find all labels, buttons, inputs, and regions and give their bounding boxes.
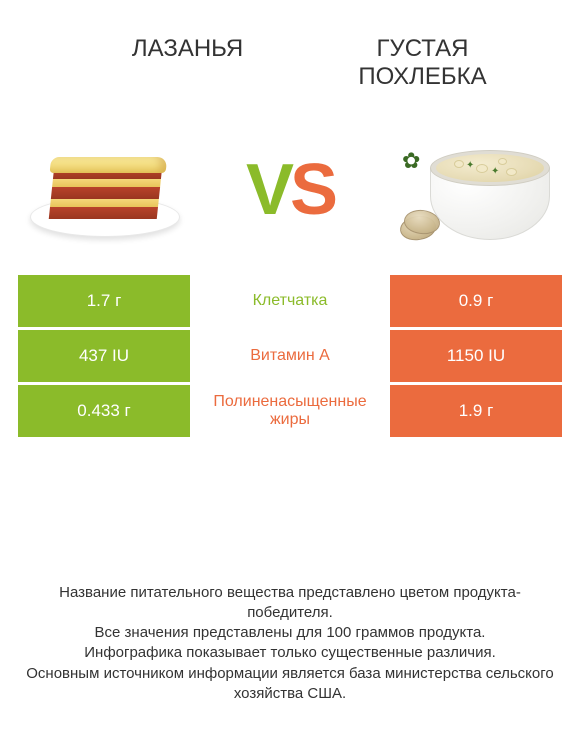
nutrient-label: Клетчатка [190,275,390,327]
lasagna-image [30,130,180,250]
vs-s-letter: S [290,150,334,230]
nutrient-label: Полиненасыщенные жиры [190,385,390,437]
right-title-text: ГУСТАЯ ПОХЛЕБКА [305,35,540,90]
left-product-title: ЛАЗАНЬЯ [40,35,305,90]
footer-line: Все значения представлены для 100 граммо… [25,623,555,643]
footer-line: Основным источником информации является … [25,664,555,705]
vs-v-letter: V [246,150,290,230]
comparison-images-row: VS ✿ ✦ ✦ [0,100,580,275]
left-value-cell: 437 IU [18,330,190,382]
footer-notes: Название питательного вещества представл… [0,583,580,705]
right-value-cell: 0.9 г [390,275,562,327]
left-title-text: ЛАЗАНЬЯ [70,35,305,63]
header: ЛАЗАНЬЯ ГУСТАЯ ПОХЛЕБКА [0,0,580,100]
right-product-title: ГУСТАЯ ПОХЛЕБКА [305,35,540,90]
left-value-cell: 1.7 г [18,275,190,327]
right-value-cell: 1.9 г [390,385,562,437]
footer-line: Название питательного вещества представл… [25,583,555,624]
nutrition-table: 1.7 г Клетчатка 0.9 г 437 IU Витамин A 1… [0,275,580,437]
footer-line: Инфографика показывает только существенн… [25,643,555,663]
table-row: 437 IU Витамин A 1150 IU [18,330,562,382]
vs-label: VS [246,149,334,231]
table-row: 0.433 г Полиненасыщенные жиры 1.9 г [18,385,562,437]
nutrient-label: Витамин A [190,330,390,382]
table-row: 1.7 г Клетчатка 0.9 г [18,275,562,327]
left-value-cell: 0.433 г [18,385,190,437]
chowder-image: ✿ ✦ ✦ [400,130,550,250]
parsley-icon: ✿ [402,148,420,174]
right-value-cell: 1150 IU [390,330,562,382]
bowl-icon: ✦ ✦ [430,150,550,240]
